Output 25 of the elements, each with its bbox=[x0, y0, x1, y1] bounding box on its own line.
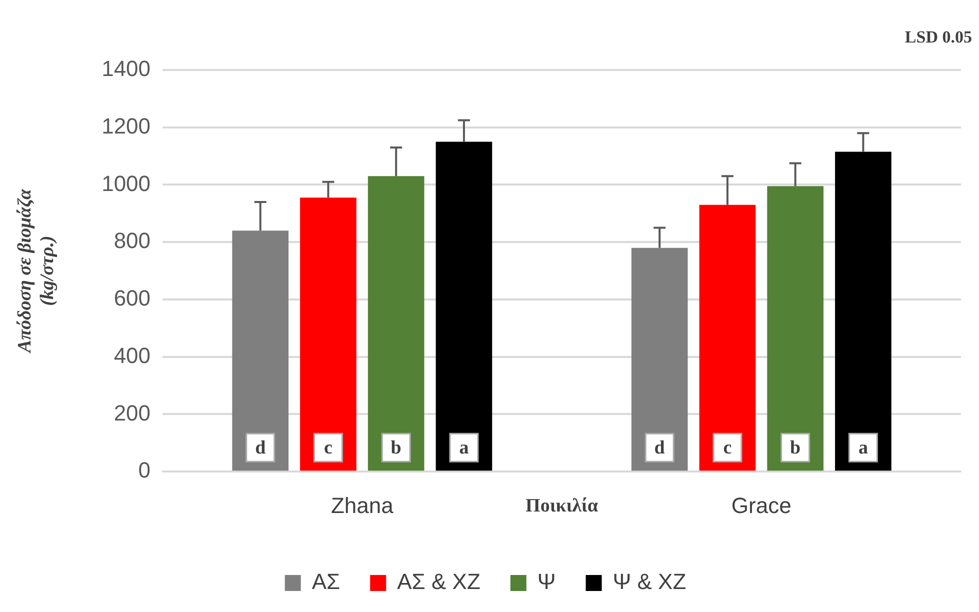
y-tick-label: 1000 bbox=[102, 170, 151, 196]
y-tick-label: 200 bbox=[114, 400, 151, 426]
data-label: b bbox=[390, 438, 402, 459]
data-label: b bbox=[790, 438, 801, 459]
x-axis-title: Ποικιλία bbox=[526, 496, 598, 517]
y-tick-label: 1200 bbox=[102, 113, 151, 138]
y-tick-label: 800 bbox=[114, 228, 151, 254]
y-tick-label: 0 bbox=[138, 458, 151, 483]
x-tick-label: Zhana bbox=[330, 492, 394, 518]
legend-label: Ψ bbox=[537, 569, 556, 594]
y-tick-label: 400 bbox=[114, 342, 151, 368]
y-axis-title: Απόδοση σε βιομάζα (kg/στρ.) bbox=[14, 188, 58, 354]
x-tick-label: Grace bbox=[731, 492, 792, 518]
data-label: d bbox=[255, 438, 266, 459]
data-label: c bbox=[723, 438, 732, 459]
data-label: c bbox=[324, 438, 332, 459]
legend-label: Ψ & ΧΖ bbox=[612, 569, 686, 594]
legend-label: ΑΣ bbox=[312, 569, 340, 594]
data-label: a bbox=[858, 438, 868, 459]
data-label: d bbox=[654, 438, 666, 459]
legend-label: ΑΣ & ΧΖ bbox=[397, 569, 480, 594]
y-tick-label: 1400 bbox=[102, 56, 151, 82]
text: LSD 0.05 bbox=[904, 27, 972, 46]
data-label: a bbox=[459, 438, 470, 459]
y-tick-label: 600 bbox=[114, 286, 151, 311]
